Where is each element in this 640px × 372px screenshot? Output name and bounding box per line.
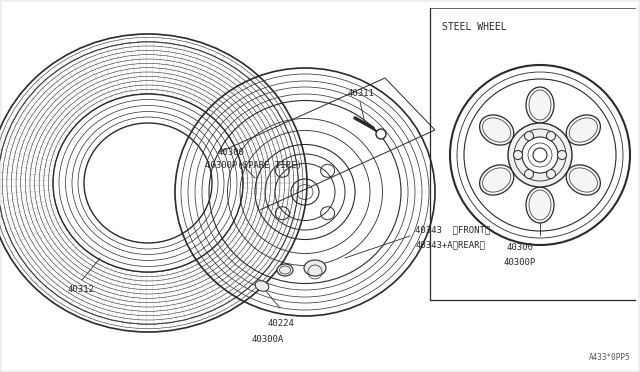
Circle shape <box>547 131 556 141</box>
Ellipse shape <box>277 264 293 276</box>
Text: 40300P(SPARE TIRE): 40300P(SPARE TIRE) <box>205 161 301 170</box>
Circle shape <box>525 170 534 179</box>
Text: 40300: 40300 <box>218 148 245 157</box>
Text: 40224: 40224 <box>268 319 295 328</box>
Ellipse shape <box>569 168 597 192</box>
Ellipse shape <box>483 118 511 142</box>
Text: STEEL WHEEL: STEEL WHEEL <box>442 22 507 32</box>
Ellipse shape <box>304 260 326 276</box>
Text: 40343+A〈REAR〉: 40343+A〈REAR〉 <box>415 240 485 249</box>
Circle shape <box>525 131 534 141</box>
Ellipse shape <box>529 90 551 120</box>
Ellipse shape <box>566 165 600 195</box>
Text: A433*0PP5: A433*0PP5 <box>588 353 630 362</box>
Ellipse shape <box>526 87 554 123</box>
Ellipse shape <box>479 115 514 145</box>
Text: 40312: 40312 <box>68 285 95 294</box>
Ellipse shape <box>526 187 554 223</box>
Text: 40311: 40311 <box>347 89 374 98</box>
Text: 40343  〈FRONT〉: 40343 〈FRONT〉 <box>415 225 490 234</box>
Ellipse shape <box>529 190 551 220</box>
Ellipse shape <box>255 281 269 291</box>
Ellipse shape <box>483 168 511 192</box>
Ellipse shape <box>569 118 597 142</box>
Circle shape <box>557 151 566 160</box>
Circle shape <box>508 123 572 187</box>
Text: 40300P: 40300P <box>504 258 536 267</box>
Ellipse shape <box>566 115 600 145</box>
Circle shape <box>522 137 558 173</box>
Ellipse shape <box>479 165 514 195</box>
Circle shape <box>547 170 556 179</box>
Circle shape <box>376 129 386 139</box>
Text: 40300A: 40300A <box>252 335 284 344</box>
Text: 40300: 40300 <box>507 243 533 252</box>
Circle shape <box>513 151 522 160</box>
